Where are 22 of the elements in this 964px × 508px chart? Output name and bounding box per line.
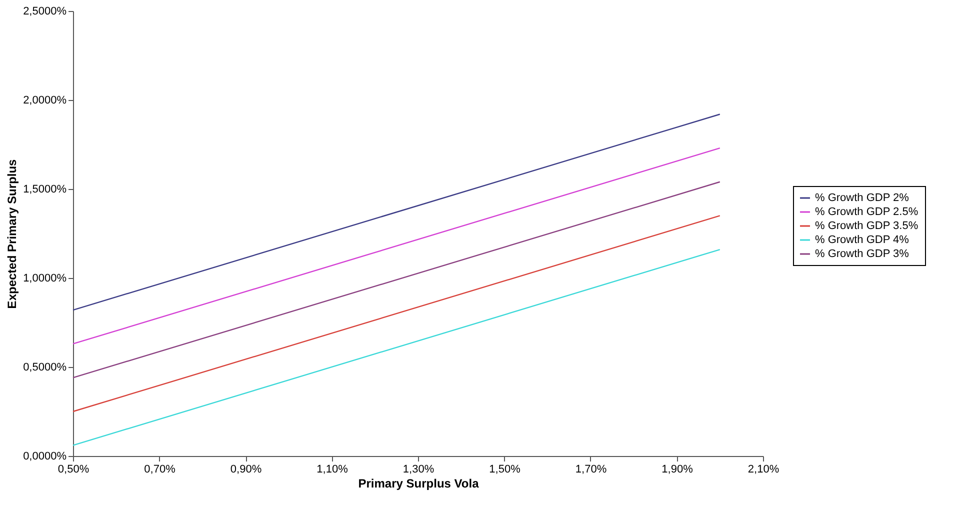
x-tick-label: 1,10% — [316, 464, 348, 476]
x-axis-title: Primary Surplus Vola — [358, 476, 480, 490]
y-tick-label: 1,0000% — [23, 272, 67, 284]
y-tick-label: 0,0000% — [23, 450, 67, 462]
x-tick-label: 2,10% — [748, 464, 780, 476]
legend-label: % Growth GDP 2% — [815, 192, 910, 204]
y-tick-label: 2,5000% — [23, 6, 67, 18]
x-tick-label: 1,50% — [489, 464, 521, 476]
x-tick-label: 1,30% — [402, 464, 434, 476]
legend-label: % Growth GDP 4% — [815, 234, 910, 246]
legend-label: % Growth GDP 3% — [815, 248, 910, 260]
y-tick-label: 0,5000% — [23, 362, 67, 374]
legend-label: % Growth GDP 3.5% — [815, 220, 918, 232]
legend-label: % Growth GDP 2.5% — [815, 206, 918, 218]
y-tick-label: 2,0000% — [23, 94, 67, 106]
x-tick-label: 1,90% — [662, 464, 694, 476]
y-tick-label: 1,5000% — [23, 184, 67, 196]
x-tick-label: 1,70% — [575, 464, 607, 476]
y-axis-title: Expected Primary Surplus — [5, 158, 20, 309]
x-tick-label: 0,70% — [144, 464, 176, 476]
x-tick-label: 0,50% — [58, 464, 90, 476]
x-tick-label: 0,90% — [230, 464, 262, 476]
